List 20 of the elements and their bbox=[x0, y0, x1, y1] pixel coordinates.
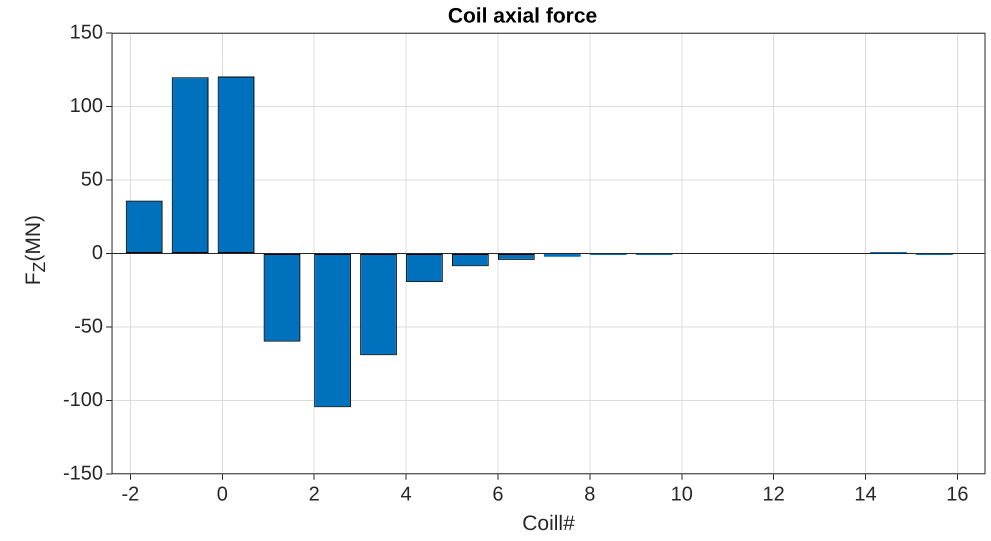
x-tick-label: 16 bbox=[946, 483, 969, 506]
x-tick-label: 12 bbox=[762, 483, 785, 506]
x-tick-label: 4 bbox=[400, 483, 412, 506]
y-tick-label: -100 bbox=[63, 388, 104, 411]
x-tick-label: 14 bbox=[854, 483, 877, 506]
bar bbox=[544, 254, 581, 257]
y-tick-label: 100 bbox=[70, 95, 104, 118]
x-tick-label: 8 bbox=[584, 483, 596, 506]
x-axis-title: Coill# bbox=[522, 512, 576, 536]
x-tick-label: -2 bbox=[122, 483, 140, 506]
x-tick-label: 0 bbox=[216, 483, 228, 506]
y-tick-label: 150 bbox=[70, 22, 104, 44]
x-tick-label: 10 bbox=[670, 483, 693, 506]
x-tick-label: 2 bbox=[308, 483, 320, 506]
y-tick-label: 0 bbox=[92, 242, 104, 264]
y-tick-label: 50 bbox=[80, 168, 104, 191]
y-tick-label: -150 bbox=[63, 462, 104, 484]
chart-title: Coil axial force bbox=[448, 4, 598, 28]
x-tick-label: 6 bbox=[492, 483, 504, 506]
y-tick-label: -50 bbox=[74, 315, 104, 338]
